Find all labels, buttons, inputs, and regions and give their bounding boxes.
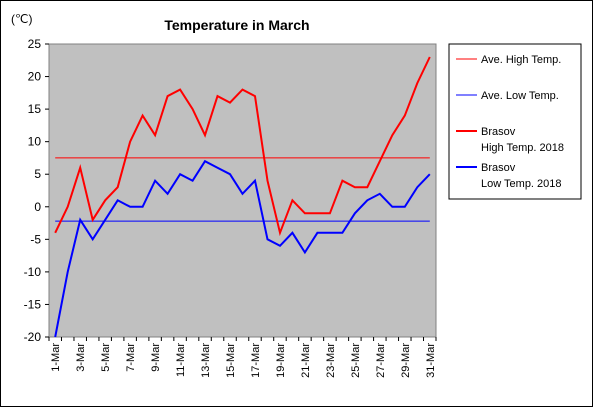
y-tick-label: 5 (34, 167, 41, 181)
x-tick-label: 27-Mar (375, 343, 387, 378)
x-tick-label: 5-Mar (100, 343, 112, 372)
axes: 25 20 15 10 5 0 -5 -10 -15 -20 1-Mar 3-Mar 5-Mar 7-Ma… (24, 37, 437, 378)
y-tick-label: -5 (30, 232, 41, 246)
x-tick-label: 31-Mar (425, 343, 437, 378)
x-tick-label: 25-Mar (350, 343, 362, 378)
chart-title: Temperature in March (164, 17, 309, 33)
y-tick-label: -20 (24, 330, 42, 344)
series-line-4 (54, 159, 431, 338)
legend-label: Low Temp. 2018 (481, 178, 562, 190)
x-tick-label: 3-Mar (75, 343, 87, 372)
legend-label: Ave. Low Temp. (481, 90, 559, 102)
legend-label: Brasov (481, 162, 516, 174)
y-tick-label: 10 (28, 135, 42, 149)
legend-label: Ave. High Temp. (481, 54, 561, 66)
y-tick-label: 0 (34, 200, 41, 214)
y-tick-label: 15 (28, 102, 42, 116)
unit-label: (℃) (11, 12, 32, 26)
x-tick-label: 29-Mar (400, 343, 412, 378)
x-tick-label: 9-Mar (150, 343, 162, 372)
x-tick-label: 17-Mar (250, 343, 262, 378)
legend-label: Brasov (481, 126, 516, 138)
legend-label: High Temp. 2018 (481, 142, 564, 154)
x-tick-label: 19-Mar (275, 343, 287, 378)
x-tick-label: 7-Mar (125, 343, 137, 372)
x-tick-label: 1-Mar (50, 343, 62, 372)
series-line-3 (54, 56, 431, 237)
legend-box (448, 43, 582, 200)
series-layer (54, 56, 431, 338)
x-tick-label: 15-Mar (225, 343, 237, 378)
y-tick-label: 20 (28, 70, 42, 84)
plot-area (48, 43, 437, 338)
x-tick-label: 21-Mar (300, 343, 312, 378)
x-tick-label: 13-Mar (200, 343, 212, 378)
x-tick-label: 11-Mar (175, 343, 187, 377)
x-tick-label: 23-Mar (325, 343, 337, 378)
y-tick-label: -10 (24, 265, 42, 279)
legend: Ave. High Temp. Ave. Low Temp. Brasov High … (456, 54, 564, 190)
y-tick-label: 25 (28, 37, 42, 51)
y-tick-label: -15 (24, 297, 42, 311)
